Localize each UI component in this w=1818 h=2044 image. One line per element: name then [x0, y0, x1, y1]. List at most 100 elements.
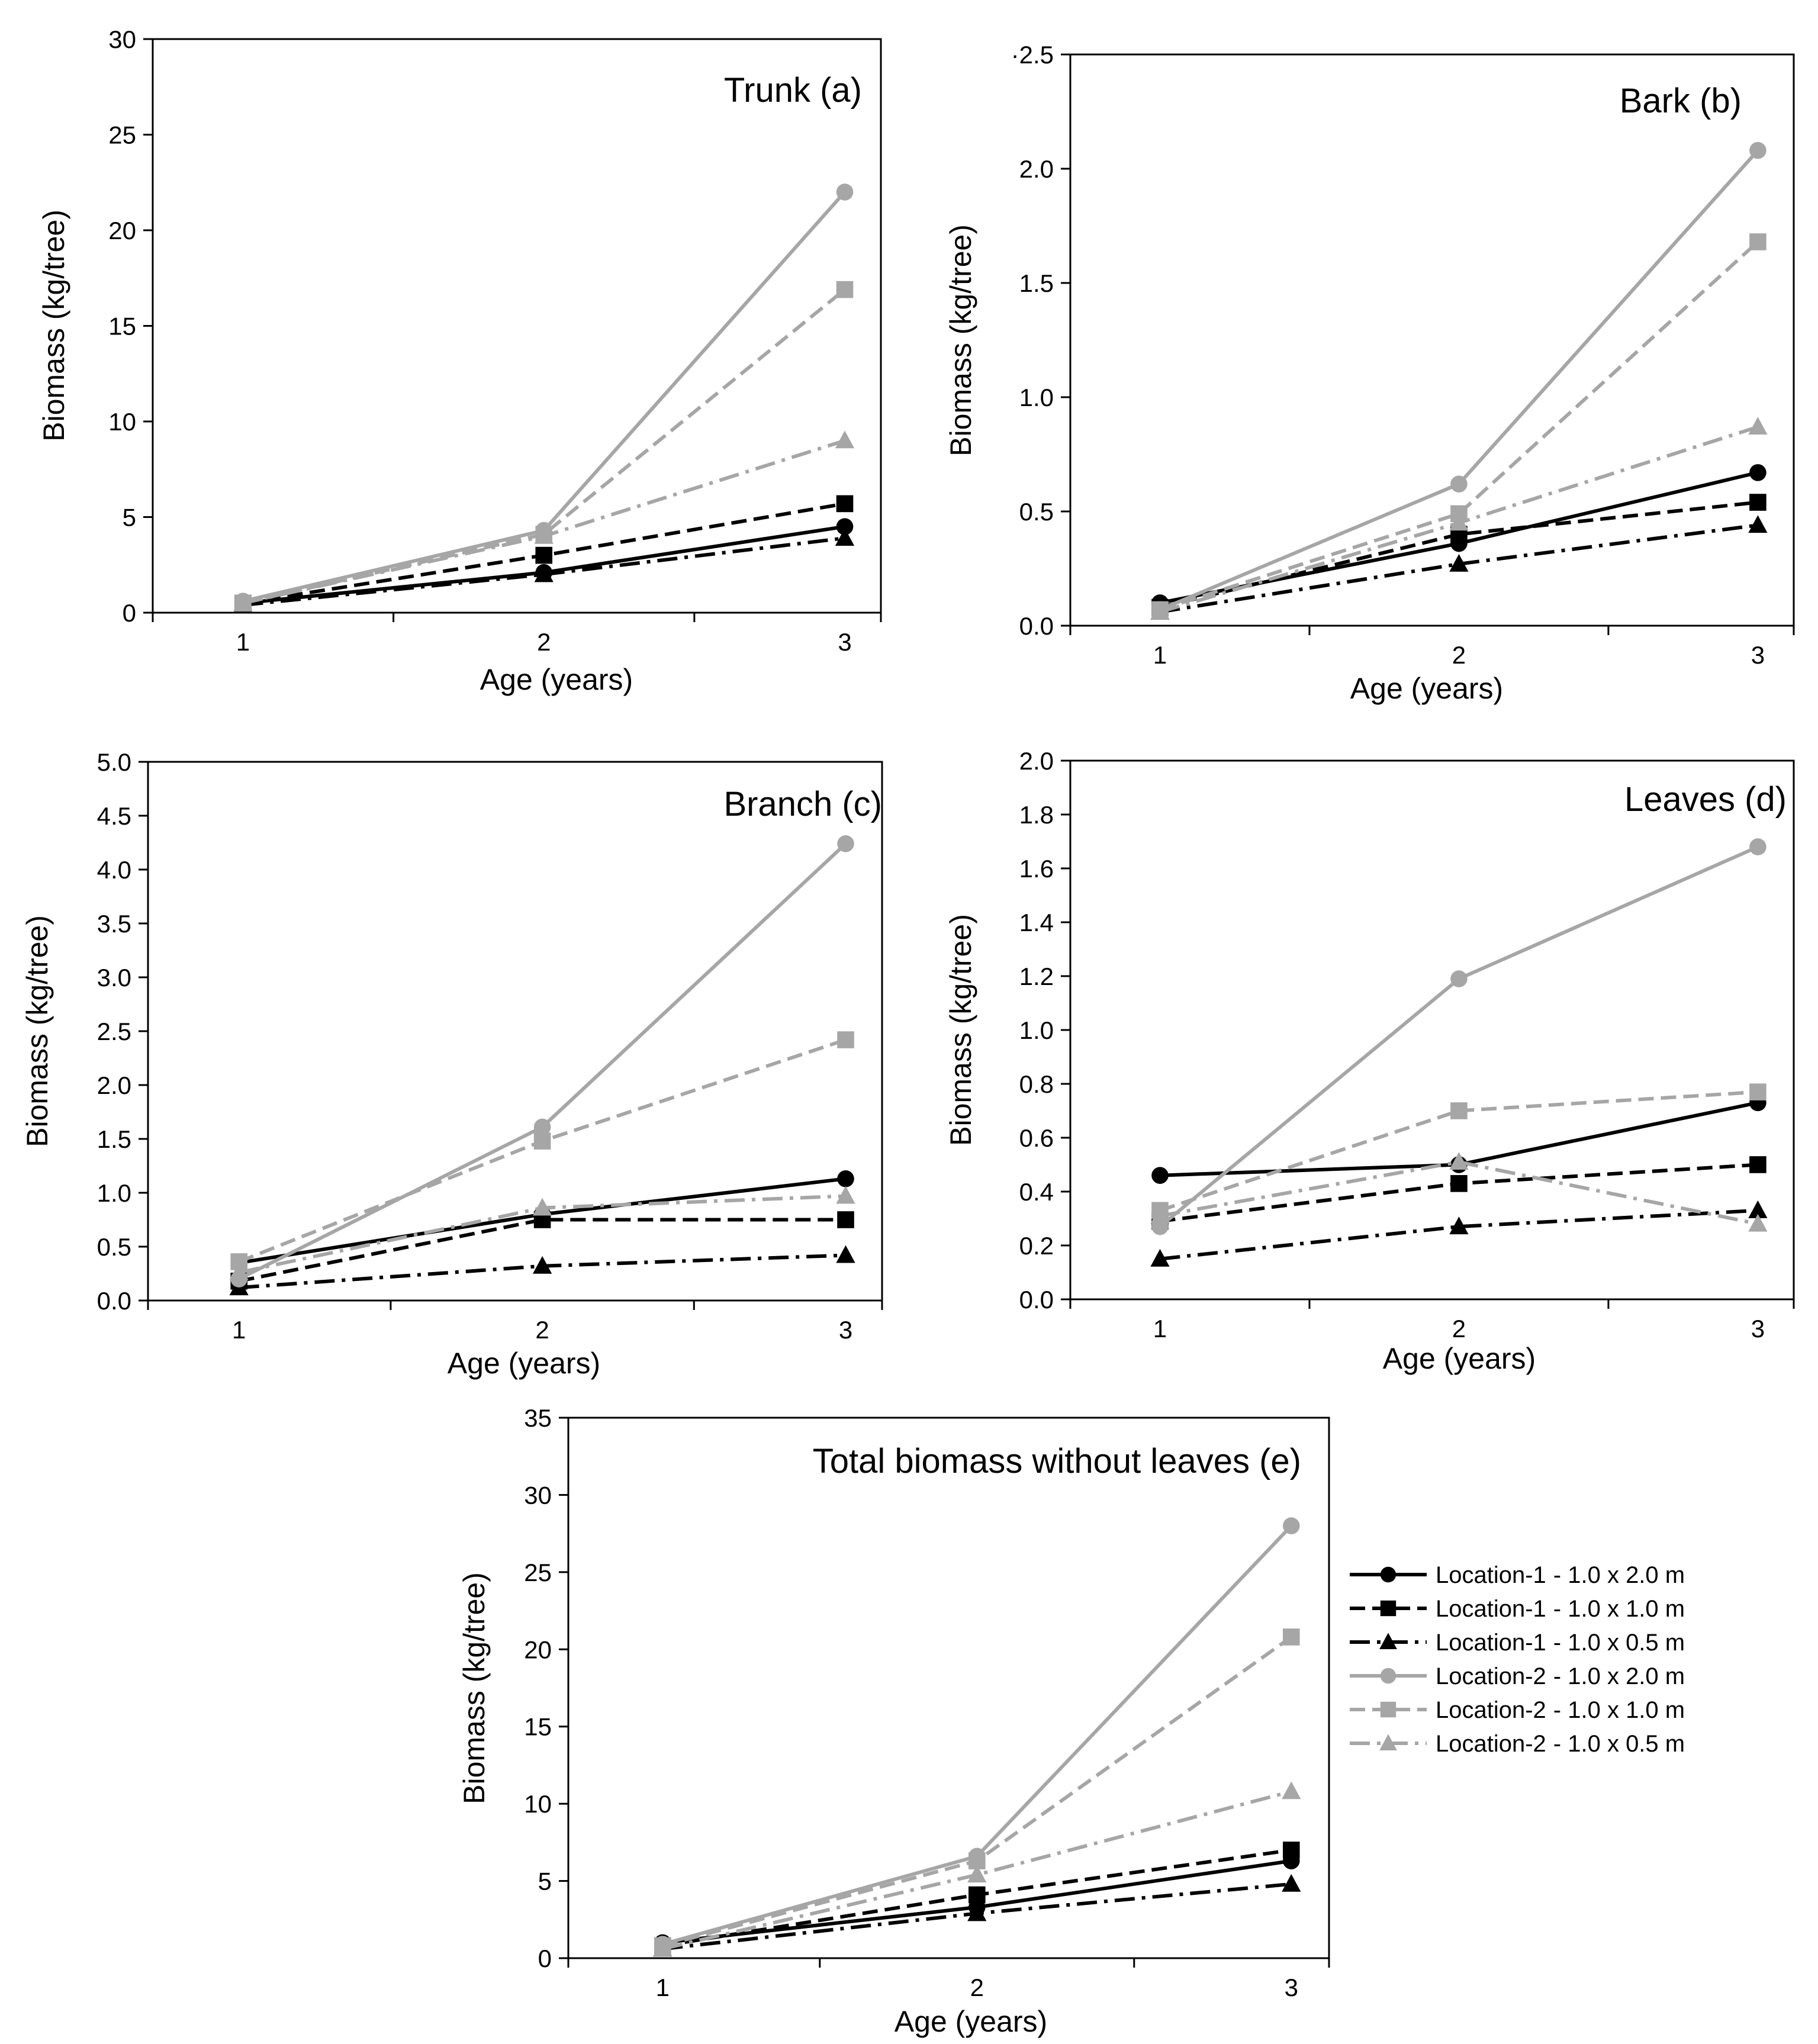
svg-text:Location-1- 1.0 x 1.0 m: Location-1 - 1.0 x 1.0 m — [1436, 1596, 1685, 1622]
y-tick-label: 1.4 — [1019, 909, 1054, 936]
data-point — [836, 518, 854, 535]
x-tick-label: 1 — [1153, 641, 1167, 669]
panel-title: Total biomass without leaves (e) — [813, 1442, 1301, 1480]
x-tick-label: 1 — [232, 1316, 246, 1344]
y-axis-label: Biomass (kg/tree) — [458, 1572, 491, 1804]
data-point — [836, 281, 854, 298]
legend-marker — [1379, 1633, 1397, 1649]
data-point — [967, 1903, 987, 1921]
series-6 — [233, 430, 855, 611]
legend-spacing: - 1.0 x 2.0 m — [1553, 1663, 1685, 1689]
data-point — [1749, 141, 1766, 159]
data-point — [1749, 464, 1766, 481]
y-tick-label: 5 — [123, 504, 136, 532]
series-line — [243, 536, 845, 607]
legend-item: Location-1 - 1.0 x 1.0 m — [1350, 1596, 1685, 1622]
x-tick-label: 2 — [970, 1974, 984, 2001]
data-point — [1449, 1152, 1469, 1170]
x-tick-label: 1 — [236, 628, 250, 656]
y-tick-label: 30 — [524, 1481, 552, 1509]
legend-spacing: - 1.0 x 2.0 m — [1553, 1562, 1685, 1588]
data-point — [1282, 1781, 1301, 1800]
x-tick-label: 2 — [537, 628, 551, 656]
legend-spacing: - 1.0 x 0.5 m — [1553, 1630, 1685, 1656]
y-tick-label: 0.5 — [97, 1233, 131, 1261]
y-tick-label: 5.0 — [97, 748, 131, 776]
series-4 — [234, 184, 854, 610]
panel-title: Branch (c) — [723, 785, 882, 823]
x-axis-label: Age (years) — [1383, 1342, 1536, 1375]
y-tick-label: 10 — [108, 408, 136, 436]
x-axis-label: Age (years) — [480, 663, 633, 696]
legend-marker — [1380, 1600, 1397, 1617]
data-point — [233, 593, 253, 611]
x-tick-label: 3 — [1285, 1974, 1298, 2001]
series-line — [238, 1038, 847, 1264]
y-tick-label: 0 — [123, 599, 136, 627]
data-point — [836, 1245, 855, 1263]
y-tick-label: 0.2 — [1019, 1232, 1054, 1260]
legend: Location-1 - 1.0 x 2.0 m Location-1 - 1.0 … — [1350, 1562, 1685, 1757]
y-tick-label: 25 — [108, 121, 136, 149]
y-tick-label: 3.0 — [97, 964, 131, 992]
data-point — [1450, 1175, 1468, 1192]
legend-swatch — [1350, 1566, 1427, 1583]
y-tick-label: 2.5 — [97, 1018, 131, 1045]
x-axis-label: Age (years) — [894, 2005, 1047, 2038]
y-axis-label: Biomass (kg/tree) — [37, 210, 70, 442]
legend-location: Location-1 — [1436, 1596, 1546, 1622]
data-point — [1150, 601, 1170, 620]
data-point — [229, 1262, 249, 1280]
x-tick-label: 2 — [1452, 1315, 1466, 1343]
data-point — [835, 430, 855, 449]
data-point — [1450, 1102, 1468, 1119]
y-tick-label: 4.0 — [97, 856, 131, 884]
y-tick-label: 0.8 — [1019, 1070, 1054, 1098]
legend-item: Location-1 - 1.0 x 0.5 m — [1350, 1630, 1685, 1656]
y-tick-label: 1.2 — [1019, 963, 1054, 990]
y-tick-label: 0.4 — [1019, 1178, 1054, 1206]
plot-frame — [1069, 53, 1795, 627]
y-tick-label: 2.0 — [1019, 747, 1054, 775]
y-tick-label: 2.0 — [1019, 155, 1054, 183]
y-tick-label: 0.6 — [1019, 1124, 1054, 1152]
y-tick-label: 10 — [524, 1790, 552, 1818]
data-point — [1151, 1167, 1169, 1184]
series-6 — [653, 1781, 1301, 1957]
data-point — [837, 1031, 854, 1048]
series-line — [1159, 240, 1759, 611]
y-axis-label: Biomass (kg/tree) — [944, 224, 977, 456]
data-point — [532, 1256, 552, 1274]
axes: 0.0 0.5 1.0 1.5 2.0 ·2.5 1 2 3 — [1011, 41, 1795, 669]
y-tick-label: 30 — [108, 25, 136, 53]
series-line — [1160, 523, 1758, 614]
data-point — [533, 1132, 551, 1150]
data-point — [1449, 513, 1469, 531]
series-5 — [1151, 1083, 1766, 1219]
x-tick-label: 3 — [1751, 641, 1765, 669]
legend-swatch — [1350, 1600, 1427, 1617]
y-tick-label: 25 — [524, 1559, 552, 1586]
series-layer — [653, 1517, 1301, 1957]
plot-frame — [152, 38, 882, 614]
y-tick-label: 5 — [538, 1868, 552, 1895]
data-point — [1748, 1213, 1768, 1232]
legend-location: Location-1 — [1436, 1562, 1546, 1588]
series-line — [239, 1218, 846, 1283]
data-point — [1748, 515, 1768, 533]
y-tick-label: 20 — [524, 1636, 552, 1663]
y-tick-label: 0.0 — [1019, 1286, 1054, 1314]
plot-frame — [1069, 759, 1795, 1301]
data-point — [1150, 1248, 1170, 1267]
panel-leaves: 0.0 0.2 0.4 0.6 0.8 1.0 1.2 1.4 1.6 1.8 2.0 1 2 3 Lea… — [944, 747, 1795, 1375]
data-point — [534, 526, 554, 544]
legend-spacing: - 1.0 x 1.0 m — [1553, 1596, 1685, 1622]
data-point — [967, 1865, 987, 1883]
svg-text:Location-1- 1.0 x 0.5 m: Location-1 - 1.0 x 0.5 m — [1436, 1630, 1685, 1656]
plot-frame — [567, 1417, 1330, 1959]
y-tick-label: 3.5 — [97, 910, 131, 938]
y-tick-label: 1.6 — [1019, 855, 1054, 883]
x-axis-label: Age (years) — [448, 1347, 600, 1380]
data-point — [535, 546, 553, 564]
